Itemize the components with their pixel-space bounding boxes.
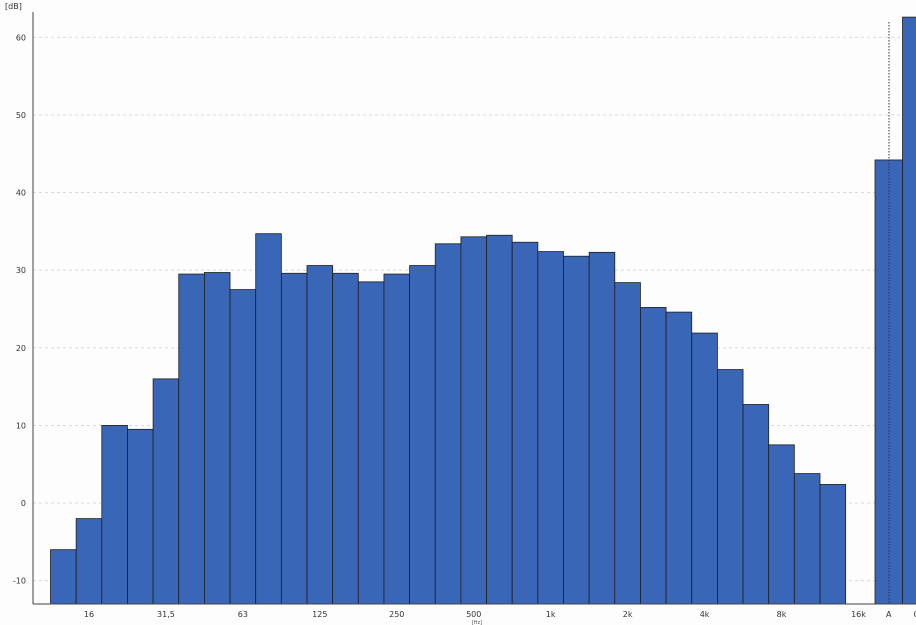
bar-80	[255, 233, 282, 605]
bar-50	[203, 272, 231, 605]
bar-500	[460, 236, 487, 605]
x-tick-label: 16	[84, 610, 94, 619]
bar-2.5k	[640, 307, 667, 605]
tick-labels: -10 0 10 20 30 40 50 60 [dB] 16 31,5 63 125 250 500 1k 2…	[5, 2, 916, 625]
bar-25	[127, 428, 154, 605]
bar-40	[178, 273, 205, 605]
bar-63	[229, 289, 257, 605]
y-tick-label: 30	[16, 266, 26, 275]
bar-160	[332, 272, 359, 605]
bar-630	[486, 234, 513, 605]
bar-1.6k	[588, 251, 616, 605]
x-tick-label: C	[913, 610, 916, 619]
bar-100	[280, 272, 308, 605]
x-tick-label: 4k	[700, 610, 710, 619]
bar-3.15k	[665, 311, 693, 605]
bar-315	[409, 265, 436, 605]
bar-8k	[768, 444, 795, 605]
y-tick-label: 50	[16, 111, 26, 120]
bar-16	[75, 518, 103, 605]
bar-1k	[537, 251, 564, 605]
x-axis-label: [Hz]	[472, 620, 482, 625]
y-tick-label: 10	[16, 421, 26, 430]
bar-125	[306, 265, 334, 605]
y-tick-label: 20	[16, 344, 26, 353]
x-tick-label: 1k	[546, 610, 556, 619]
x-tick-label: 500	[466, 610, 481, 619]
bar-1.25k	[563, 255, 590, 605]
bar-2k	[614, 282, 641, 605]
bar-400	[434, 243, 462, 605]
y-tick-label: 60	[16, 33, 26, 42]
bar-800	[511, 241, 539, 605]
bar-5k	[717, 369, 744, 605]
bar-C	[902, 16, 916, 605]
bar-31.5	[152, 378, 180, 605]
x-tick-label: 16k	[851, 610, 866, 619]
x-tick-label: 31,5	[157, 610, 175, 619]
bar-200	[357, 281, 385, 605]
x-tick-label: 2k	[623, 610, 633, 619]
x-tick-label: A	[886, 610, 892, 619]
y-tick-label: 0	[21, 499, 26, 508]
x-tick-label: 250	[389, 610, 404, 619]
bar-6.3k	[742, 404, 770, 605]
y-tick-label: -10	[13, 577, 26, 586]
x-tick-label: 63	[238, 610, 248, 619]
y-axis-label: [dB]	[5, 2, 22, 11]
bar-10k	[793, 473, 821, 605]
bar-20	[101, 425, 128, 605]
bar-12.5	[50, 549, 77, 605]
bar-12.5k	[819, 484, 847, 605]
x-tick-label: 8k	[777, 610, 787, 619]
y-tick-label: 40	[16, 189, 26, 198]
bar-4k	[691, 332, 718, 605]
bar-250	[383, 273, 411, 605]
bars	[50, 16, 916, 605]
axes	[32, 12, 916, 605]
x-tick-label: 125	[312, 610, 327, 619]
